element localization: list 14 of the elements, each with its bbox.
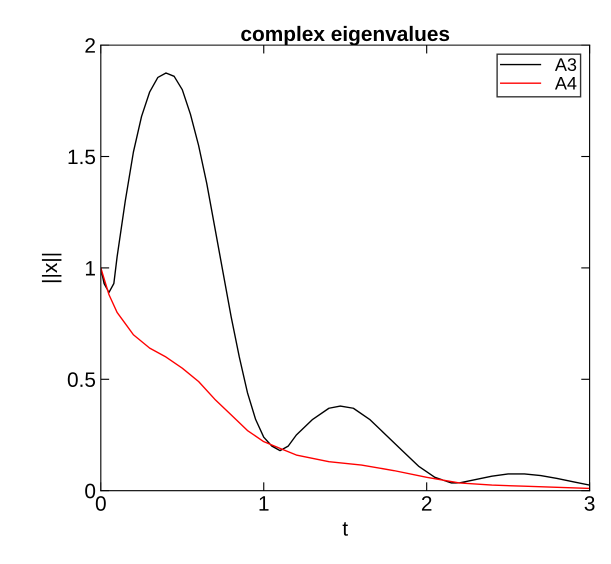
y-tick-label: 1 — [86, 261, 95, 276]
x-tick-label: 0 — [96, 496, 106, 511]
x-tick-label: 3 — [584, 496, 594, 511]
x-tick-label: 1 — [260, 496, 269, 511]
legend-label: A4 — [554, 77, 576, 90]
y-tick-label: 2 — [85, 38, 95, 53]
y-tick-label: 0 — [85, 484, 96, 498]
chart-title: complex eigenvalues — [241, 26, 450, 46]
x-axis-title: t — [342, 522, 348, 536]
y-tick-label: 1.5 — [68, 150, 96, 164]
legend-label: A3 — [554, 58, 576, 72]
y-axis-title: ||x|| — [42, 254, 62, 282]
x-tick-label: 2 — [422, 496, 432, 511]
y-tick-label: 0.5 — [68, 372, 96, 388]
